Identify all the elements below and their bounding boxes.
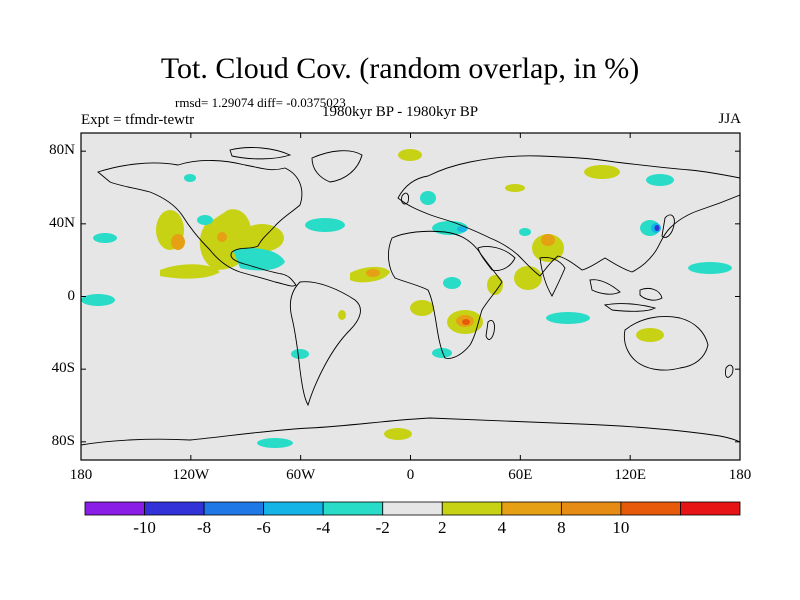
- colorbar-box: [680, 501, 741, 516]
- x-tick-label: 60W: [286, 467, 316, 483]
- colorbar-label: -10: [133, 518, 156, 537]
- colorbar-box: [203, 501, 265, 516]
- x-tick-label: 120E: [614, 467, 646, 483]
- colorbar-box: [263, 501, 324, 516]
- y-tick-label: 80S: [51, 432, 75, 449]
- colorbar: [84, 501, 741, 516]
- experiment-label: Expt = tfmdr-tewtr: [81, 112, 195, 128]
- x-tick-label: 60E: [508, 467, 533, 483]
- colorbar-box: [382, 501, 443, 516]
- period-label: 1980kyr BP - 1980kyr BP: [322, 104, 479, 120]
- colorbar-label: 2: [438, 518, 447, 537]
- colorbar-label: -2: [375, 518, 390, 537]
- colorbar-label: -8: [196, 518, 212, 537]
- y-tick-label: 40S: [51, 360, 75, 377]
- colorbar-label: -6: [256, 518, 271, 537]
- colorbar-label: 4: [497, 518, 507, 537]
- colorbar-box: [501, 501, 562, 516]
- colorbar-box: [144, 501, 205, 516]
- x-tick-label: 180: [728, 467, 752, 483]
- colorbar-label: 10: [612, 518, 630, 537]
- map-title: Tot. Cloud Cov. (random overlap, in %): [160, 52, 640, 85]
- y-tick-label: 0: [67, 287, 76, 304]
- coastlines: [81, 147, 740, 460]
- x-tick-label: 120W: [172, 467, 210, 483]
- colorbar-box: [560, 501, 622, 516]
- map-background: [81, 133, 740, 460]
- very-strong-negative-regions: [654, 225, 660, 231]
- very-strong-positive-regions: [462, 319, 470, 325]
- y-tick-label: 80N: [49, 142, 75, 159]
- y-tick-label: 40N: [49, 214, 75, 231]
- colorbar-box: [441, 501, 503, 516]
- stats-label: rmsd= 1.29074 diff= -0.0375023: [175, 95, 346, 110]
- colorbar-label: 8: [557, 518, 566, 537]
- colorbar-box: [322, 501, 384, 516]
- colorbar-box: [620, 501, 681, 516]
- colorbar-label: -4: [316, 518, 331, 537]
- x-tick-label: 180: [69, 467, 93, 483]
- season-label: JJA: [718, 111, 741, 127]
- x-tick-label: 0: [406, 467, 415, 483]
- colorbar-box: [84, 501, 145, 516]
